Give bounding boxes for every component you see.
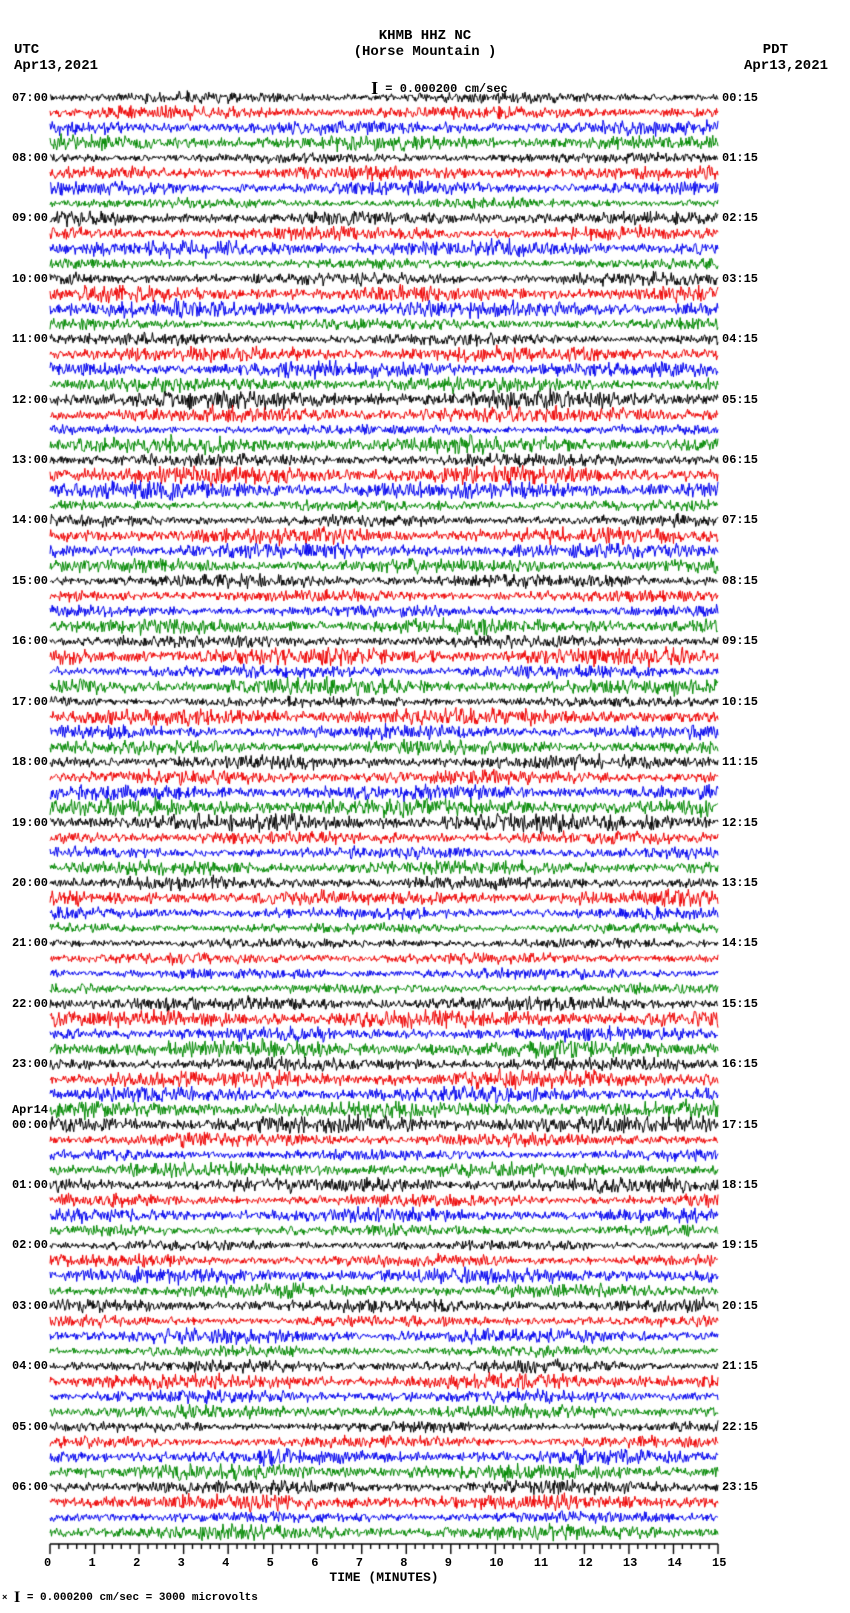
right-time-label: 03:15 bbox=[722, 272, 758, 286]
x-tick-label: 0 bbox=[44, 1556, 51, 1570]
right-time-label: 15:15 bbox=[722, 997, 758, 1011]
right-time-label: 21:15 bbox=[722, 1359, 758, 1373]
left-time-label: 16:00 bbox=[12, 634, 48, 648]
x-tick-label: 4 bbox=[222, 1556, 229, 1570]
x-tick-label: 3 bbox=[178, 1556, 185, 1570]
right-time-label: 13:15 bbox=[722, 876, 758, 890]
left-time-label: 11:00 bbox=[12, 332, 48, 346]
footer-prefix: × bbox=[2, 1593, 7, 1603]
footer-scale: × I = 0.000200 cm/sec = 3000 microvolts bbox=[2, 1589, 258, 1607]
x-tick-label: 13 bbox=[623, 1556, 637, 1570]
right-time-label: 05:15 bbox=[722, 393, 758, 407]
right-time-label: 22:15 bbox=[722, 1420, 758, 1434]
left-time-label: 12:00 bbox=[12, 393, 48, 407]
left-time-label: 15:00 bbox=[12, 574, 48, 588]
left-time-label: 00:00 bbox=[12, 1118, 48, 1132]
left-time-label: 13:00 bbox=[12, 453, 48, 467]
x-tick-label: 6 bbox=[311, 1556, 318, 1570]
x-tick-label: 15 bbox=[712, 1556, 726, 1570]
right-time-label: 07:15 bbox=[722, 513, 758, 527]
x-tick-label: 1 bbox=[89, 1556, 96, 1570]
x-tick-label: 8 bbox=[400, 1556, 407, 1570]
left-time-label: 07:00 bbox=[12, 91, 48, 105]
right-time-label: 16:15 bbox=[722, 1057, 758, 1071]
seismogram-page: KHMB HHZ NC (Horse Mountain ) I = 0.0002… bbox=[0, 0, 850, 1613]
right-time-label: 12:15 bbox=[722, 816, 758, 830]
left-time-label: 02:00 bbox=[12, 1238, 48, 1252]
left-time-label: 19:00 bbox=[12, 816, 48, 830]
right-time-label: 19:15 bbox=[722, 1238, 758, 1252]
left-time-label: 14:00 bbox=[12, 513, 48, 527]
left-time-label: 01:00 bbox=[12, 1178, 48, 1192]
left-time-label: 22:00 bbox=[12, 997, 48, 1011]
right-time-label: 23:15 bbox=[722, 1480, 758, 1494]
right-time-label: 04:15 bbox=[722, 332, 758, 346]
x-tick-label: 5 bbox=[267, 1556, 274, 1570]
left-time-label: 09:00 bbox=[12, 211, 48, 225]
x-tick-label: 14 bbox=[667, 1556, 681, 1570]
left-time-label: 03:00 bbox=[12, 1299, 48, 1313]
left-time-label: 20:00 bbox=[12, 876, 48, 890]
right-time-label: 10:15 bbox=[722, 695, 758, 709]
left-time-label: 17:00 bbox=[12, 695, 48, 709]
x-tick-label: 9 bbox=[445, 1556, 452, 1570]
right-time-label: 01:15 bbox=[722, 151, 758, 165]
x-tick-label: 12 bbox=[578, 1556, 592, 1570]
left-time-label: 06:00 bbox=[12, 1480, 48, 1494]
right-time-label: 11:15 bbox=[722, 755, 758, 769]
left-time-label: Apr14 bbox=[12, 1103, 48, 1117]
x-tick-label: 11 bbox=[534, 1556, 548, 1570]
footer-text: = 0.000200 cm/sec = 3000 microvolts bbox=[20, 1592, 258, 1604]
left-time-label: 21:00 bbox=[12, 936, 48, 950]
right-time-label: 20:15 bbox=[722, 1299, 758, 1313]
right-time-label: 14:15 bbox=[722, 936, 758, 950]
left-time-label: 05:00 bbox=[12, 1420, 48, 1434]
x-axis-title: TIME (MINUTES) bbox=[50, 1570, 718, 1585]
right-time-label: 08:15 bbox=[722, 574, 758, 588]
x-tick-label: 2 bbox=[133, 1556, 140, 1570]
right-time-label: 09:15 bbox=[722, 634, 758, 648]
x-tick-label: 7 bbox=[356, 1556, 363, 1570]
right-time-label: 18:15 bbox=[722, 1178, 758, 1192]
right-time-label: 06:15 bbox=[722, 453, 758, 467]
left-time-label: 23:00 bbox=[12, 1057, 48, 1071]
left-time-label: 08:00 bbox=[12, 151, 48, 165]
left-time-label: 04:00 bbox=[12, 1359, 48, 1373]
x-tick-label: 10 bbox=[489, 1556, 503, 1570]
right-time-label: 17:15 bbox=[722, 1118, 758, 1132]
right-time-label: 00:15 bbox=[722, 91, 758, 105]
left-time-label: 10:00 bbox=[12, 272, 48, 286]
right-time-label: 02:15 bbox=[722, 211, 758, 225]
left-time-label: 18:00 bbox=[12, 755, 48, 769]
